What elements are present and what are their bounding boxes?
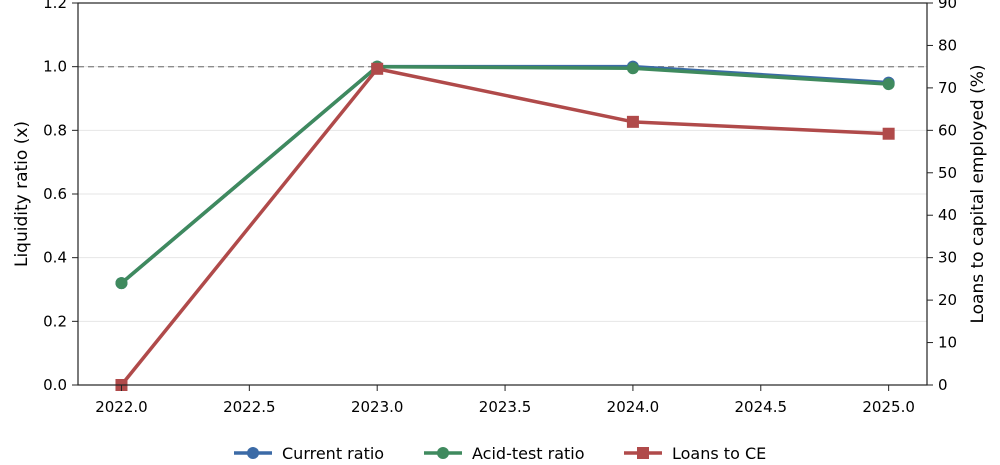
y2-tick-label: 90 [938,0,957,12]
y-tick-label: 1.2 [43,0,67,12]
series-layer [115,60,895,391]
y2-tick-label: 30 [938,249,957,267]
y2-tick-label: 80 [938,36,957,54]
y-axis-ticks: 0.0 0.2 0.4 0.6 0.8 1.0 1.2 [43,0,78,394]
legend-marker-acid-test-ratio [437,447,449,459]
loans-to-ce-point [882,127,895,140]
x-tick-label: 2024.5 [735,398,788,416]
loans-to-ce-line [119,67,891,387]
x-tick-label: 2025.0 [862,398,915,416]
y-tick-label: 0.0 [43,376,67,394]
acid-test-ratio-point [882,78,895,91]
x-tick-label: 2023.5 [479,398,532,416]
legend-marker-current-ratio [247,447,259,459]
y2-tick-label: 40 [938,206,957,224]
y-tick-label: 0.8 [43,121,67,139]
x-tick-label: 2022.5 [223,398,276,416]
legend: Current ratio Acid-test ratio Loans to CE [234,444,766,463]
current-ratio-line [119,64,891,285]
y2-tick-label: 10 [938,334,957,352]
y-axis-label: Liquidity ratio (x) [12,121,32,267]
acid-test-ratio-point [626,62,639,75]
x-tick-label: 2022.0 [95,398,148,416]
legend-label-acid-test-ratio: Acid-test ratio [472,444,585,463]
acid-test-ratio-point [115,277,128,290]
x-tick-label: 2024.0 [607,398,660,416]
x-axis-ticks: 2022.0 2022.5 2023.0 2023.5 2024.0 2024.5 2025… [95,385,915,416]
y-tick-label: 0.2 [43,312,67,330]
y-tick-label: 1.0 [43,58,67,76]
loans-to-ce-point [371,62,384,75]
y2-tick-label: 0 [938,376,948,394]
y2-tick-label: 60 [938,121,957,139]
legend-marker-loans-to-ce [637,447,649,459]
y-tick-label: 0.4 [43,249,67,267]
y2-tick-label: 20 [938,291,957,309]
acid-test-ratio-line [119,64,891,285]
y2-tick-label: 50 [938,164,957,182]
y-tick-label: 0.6 [43,185,67,203]
y2-axis-label: Loans to capital employed (%) [968,64,988,323]
x-tick-label: 2023.0 [351,398,404,416]
legend-label-current-ratio: Current ratio [282,444,384,463]
y2-axis-ticks: 0 10 20 30 40 50 60 70 80 90 [927,0,957,394]
y2-tick-label: 70 [938,79,957,97]
loans-to-ce-point [626,115,639,128]
legend-label-loans-to-ce: Loans to CE [672,444,766,463]
